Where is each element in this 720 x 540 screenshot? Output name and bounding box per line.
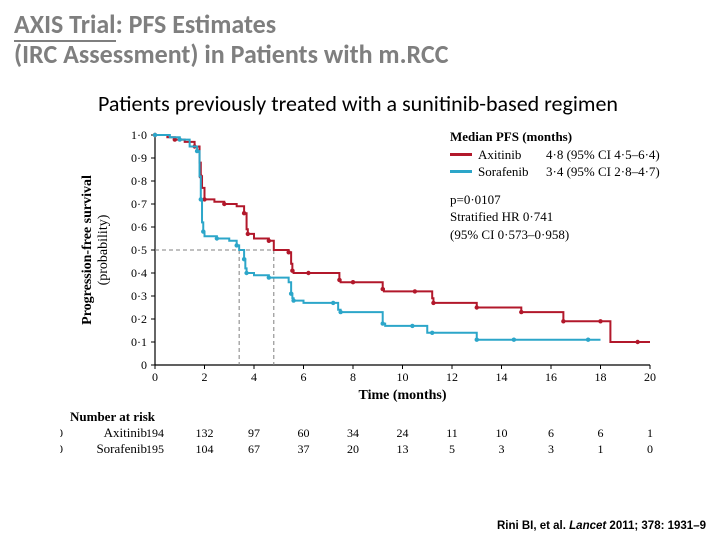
svg-text:0·6: 0·6 (131, 220, 147, 234)
svg-text:13: 13 (397, 442, 409, 456)
svg-text:Number at risk: Number at risk (70, 409, 156, 424)
subtitle: Patients previously treated with a sunit… (98, 90, 618, 117)
svg-text:67: 67 (248, 442, 260, 456)
svg-text:16: 16 (545, 370, 557, 384)
svg-text:0·9: 0·9 (131, 151, 147, 165)
svg-text:1: 1 (598, 442, 604, 456)
title-rest: : PFS Estimates (116, 8, 277, 40)
legend-swatch (450, 170, 472, 173)
legend-name: Axitinib (478, 146, 540, 164)
svg-text:Progression-free survival(prob: Progression-free survival(probability) (80, 175, 111, 325)
svg-text:0: 0 (152, 370, 158, 384)
svg-text:6: 6 (598, 426, 604, 440)
svg-text:Time (months): Time (months) (358, 388, 446, 403)
svg-text:Axitinib: Axitinib (104, 425, 147, 440)
legend-value: 4·8 (95% CI 4·5–6·4) (546, 146, 660, 164)
legend-row: Axitinib 4·8 (95% CI 4·5–6·4) (450, 146, 660, 164)
svg-text:0·3: 0·3 (131, 289, 147, 303)
legend-stats: p=0·0107Stratified HR 0·741(95% CI 0·573… (450, 191, 660, 244)
legend-header: Median PFS (months) (450, 128, 660, 146)
svg-text:Sorafenib: Sorafenib (96, 441, 147, 456)
citation-authors: Rini BI, et al. (497, 520, 569, 532)
citation-journal: Lancet (569, 520, 606, 532)
legend-stat-line: p=0·0107 (450, 191, 660, 209)
svg-text:0: 0 (60, 442, 63, 456)
svg-text:60: 60 (298, 426, 310, 440)
svg-text:10: 10 (397, 370, 409, 384)
svg-text:0·5: 0·5 (131, 243, 147, 257)
svg-text:97: 97 (248, 426, 260, 440)
legend-value: 3·4 (95% CI 2·8–4·7) (546, 163, 660, 181)
title-line-2: (IRC Assessment) in Patients with m.RCC (14, 40, 448, 70)
svg-text:0: 0 (647, 442, 653, 456)
svg-text:104: 104 (196, 442, 214, 456)
legend-stat-line: Stratified HR 0·741 (450, 208, 660, 226)
svg-text:3: 3 (499, 442, 505, 456)
legend-row: Sorafenib 3·4 (95% CI 2·8–4·7) (450, 163, 660, 181)
svg-text:8: 8 (350, 370, 356, 384)
citation: Rini BI, et al. Lancet 2011; 378: 1931–9 (497, 520, 706, 532)
svg-text:12: 12 (446, 370, 458, 384)
svg-text:20: 20 (347, 442, 359, 456)
title-line-1: AXIS Trial: PFS Estimates (14, 10, 448, 40)
slide: AXIS Trial: PFS Estimates (IRC Assessmen… (0, 0, 720, 540)
svg-text:0·8: 0·8 (131, 174, 147, 188)
svg-text:1: 1 (647, 426, 653, 440)
svg-text:0·2: 0·2 (131, 312, 147, 326)
svg-text:195: 195 (146, 442, 164, 456)
svg-text:132: 132 (196, 426, 214, 440)
svg-text:34: 34 (347, 426, 359, 440)
svg-text:0·4: 0·4 (131, 266, 147, 280)
svg-text:6: 6 (548, 426, 554, 440)
legend-stat-line: (95% CI 0·573–0·958) (450, 226, 660, 244)
svg-text:18: 18 (595, 370, 607, 384)
svg-text:3: 3 (548, 442, 554, 456)
svg-text:10: 10 (496, 426, 508, 440)
svg-text:11: 11 (446, 426, 458, 440)
svg-text:194: 194 (146, 426, 164, 440)
title-block: AXIS Trial: PFS Estimates (IRC Assessmen… (14, 10, 448, 70)
svg-text:0·7: 0·7 (131, 197, 147, 211)
svg-text:4: 4 (251, 370, 257, 384)
svg-text:5: 5 (449, 442, 455, 456)
svg-text:14: 14 (496, 370, 508, 384)
svg-text:24: 24 (397, 426, 409, 440)
citation-ref: 2011; 378: 1931–9 (606, 520, 706, 532)
svg-text:6: 6 (301, 370, 307, 384)
svg-text:0: 0 (141, 358, 147, 372)
svg-text:2: 2 (202, 370, 208, 384)
legend-swatch (450, 153, 472, 156)
svg-text:0: 0 (60, 426, 63, 440)
svg-text:1·0: 1·0 (131, 128, 147, 142)
svg-text:20: 20 (644, 370, 656, 384)
svg-text:37: 37 (298, 442, 310, 456)
legend: Median PFS (months) Axitinib 4·8 (95% CI … (450, 128, 660, 243)
title-underlined: AXIS Trial (14, 8, 116, 42)
legend-name: Sorafenib (478, 163, 540, 181)
svg-text:0·1: 0·1 (131, 335, 147, 349)
